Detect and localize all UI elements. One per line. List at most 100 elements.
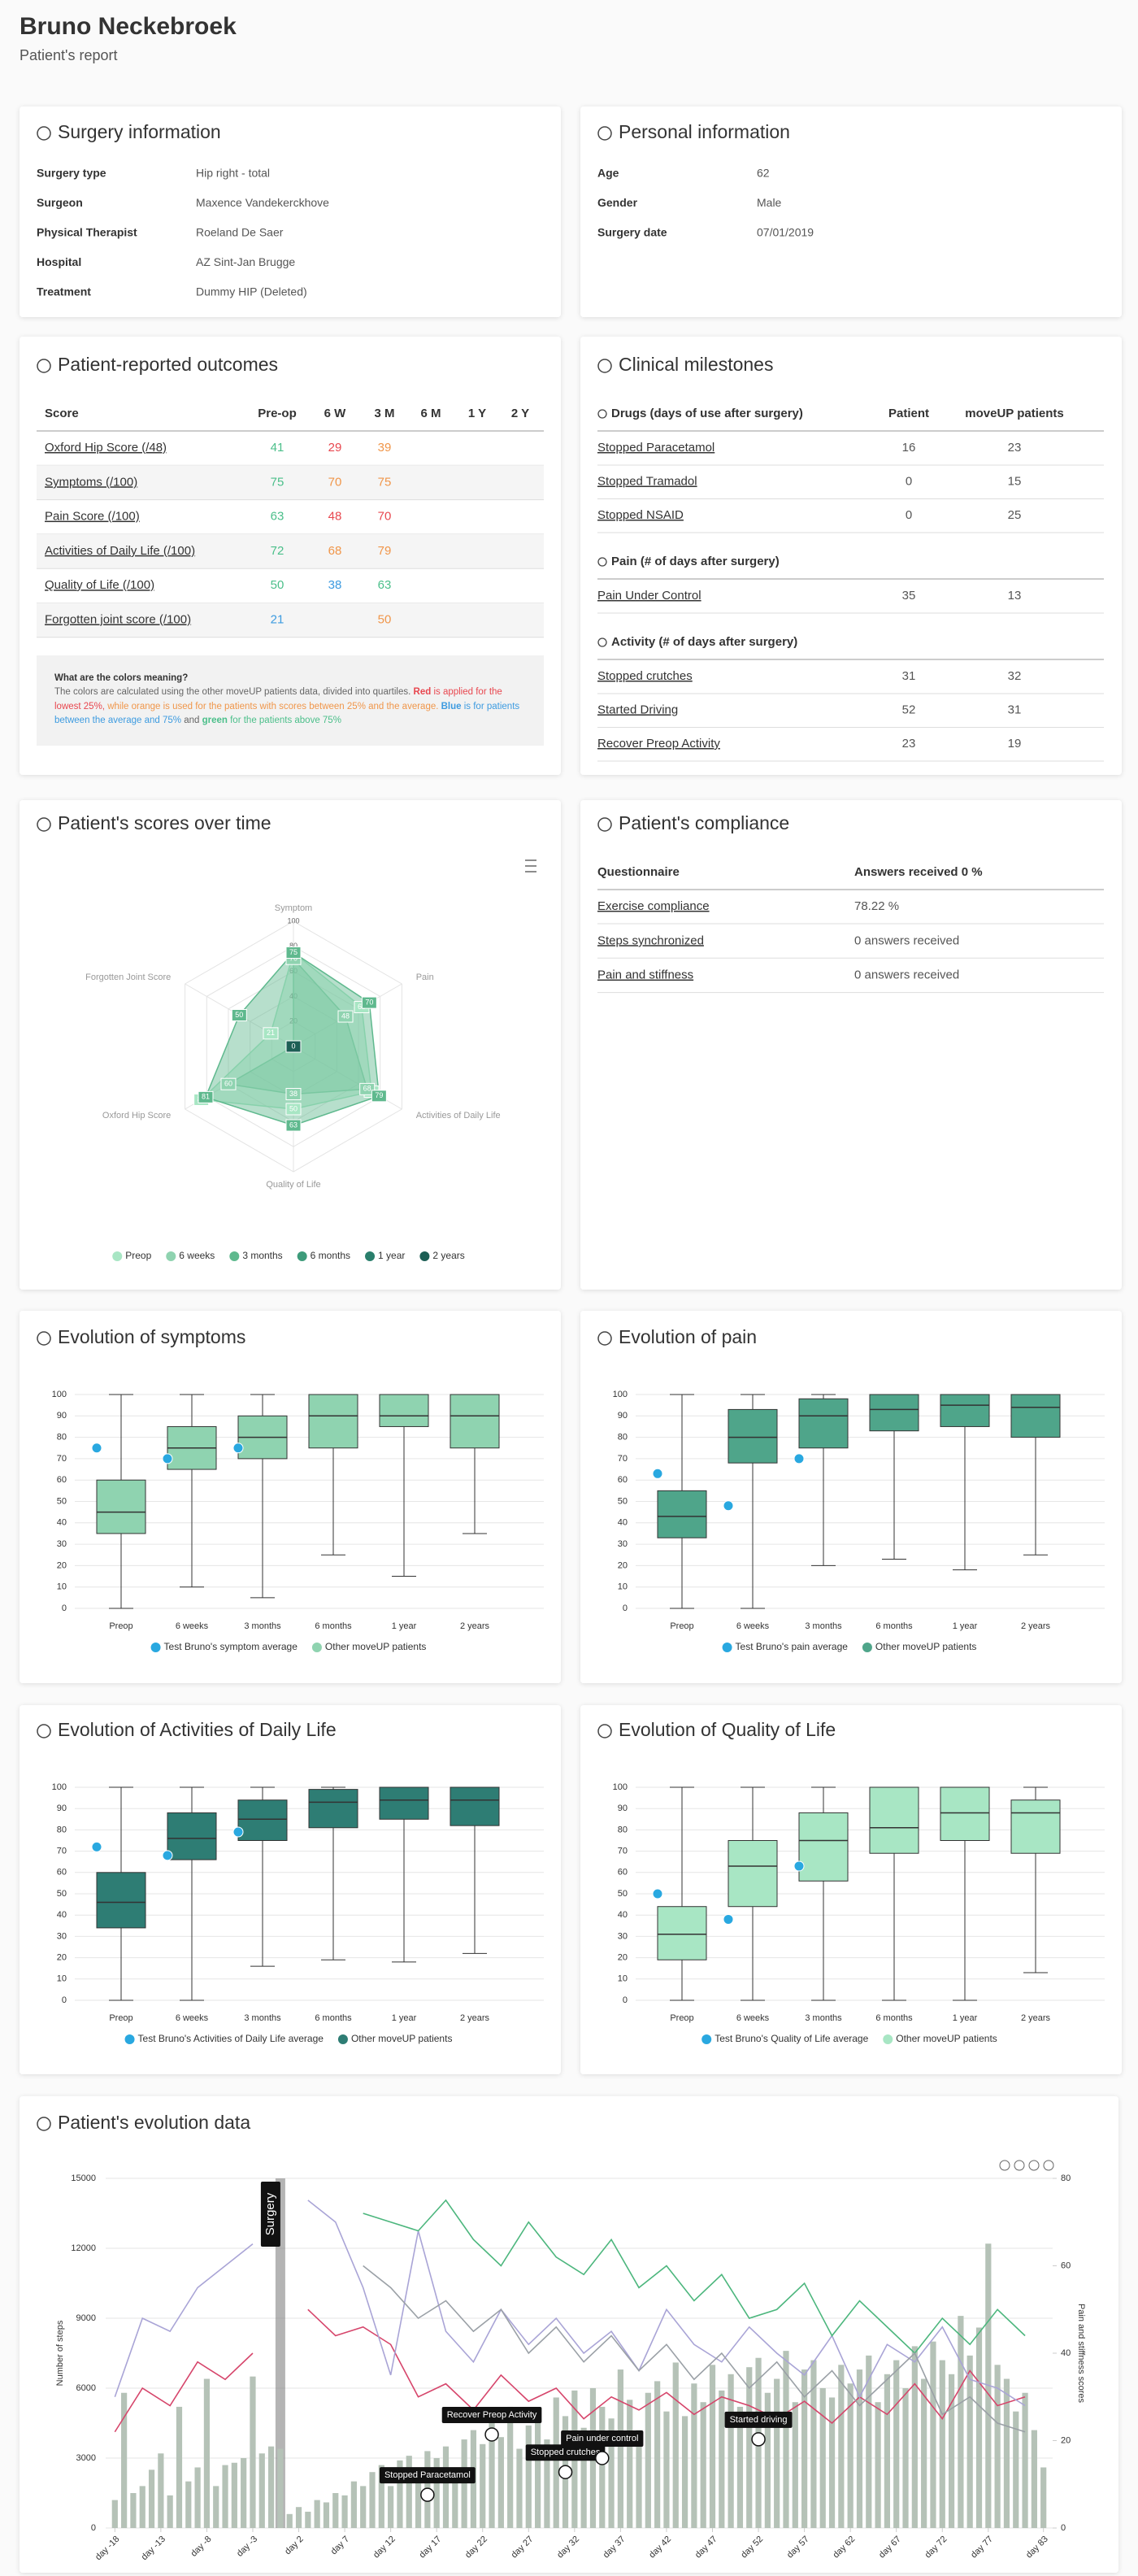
legend-label: 6 months [311,1250,350,1261]
score-value: 70 [378,510,392,524]
card-title: Evolution of Quality of Life [619,1719,836,1740]
box [237,1799,288,1841]
steps-bar [158,2453,164,2528]
milestone-marker [484,2427,499,2442]
milestone-link[interactable]: Stopped Paracetamol [597,441,715,455]
x-tick-label: 1 year [953,1621,978,1631]
legend-label: Other moveUP patients [325,1641,427,1652]
legend-marker [722,1643,732,1652]
steps-bar [350,2481,357,2528]
compliance-link[interactable]: Exercise compliance [597,899,710,913]
info-value: 07/01/2019 [757,226,814,239]
score-value: 75 [271,475,284,489]
compliance-link[interactable]: Pain and stiffness [597,968,693,982]
milestone-label: Stopped Paracetamol [384,2470,471,2480]
score-link[interactable]: Forgotten joint score (/100) [45,612,191,626]
y-tick-label: 90 [57,1804,67,1813]
compliance-link[interactable]: Steps synchronized [597,933,704,947]
card-title: Patient's compliance [619,812,789,833]
column-header: Answers received 0 % [854,865,983,879]
toolbar-icon[interactable] [1043,2160,1054,2171]
toolbar-icon[interactable] [1028,2160,1040,2171]
note-part: for the patients above 75% [227,715,341,725]
patient-average [232,1442,244,1454]
legend-marker [229,1251,240,1261]
steps-bar [958,2316,964,2528]
steps-bar [167,2495,173,2528]
toolbar-icon[interactable] [1014,2160,1025,2171]
score-link[interactable]: Activities of Daily Life (/100) [45,544,195,558]
score-value: 63 [378,578,392,592]
y-tick-label: 60 [57,1475,67,1485]
milestone-label-box [525,2444,606,2461]
x-tick-label: 2 years [1021,1621,1051,1631]
radar-value-label: 50 [235,1011,243,1019]
y-tick-label: 100 [52,1390,67,1399]
column-header: 6 M [420,407,441,420]
steps-bar [783,2351,789,2528]
box [657,1490,707,1538]
section-heading: Pain (# of days after surgery) [611,555,780,568]
title-icon [597,126,612,141]
milestone-link[interactable]: Pain Under Control [597,589,701,603]
legend-marker [419,1251,430,1261]
y-tick-label: 20 [618,1560,628,1570]
card [20,107,561,317]
steps-bar [654,2381,661,2528]
column-header: 3 M [374,407,394,420]
milestone-link[interactable]: Stopped Tramadol [597,474,697,488]
moveup-days: 23 [1008,441,1022,455]
steps-bar [1022,2392,1028,2528]
milestone-link[interactable]: Started Driving [597,703,678,716]
score-link[interactable]: Oxford Hip Score (/48) [45,441,167,455]
title-icon [597,1331,612,1346]
score-link[interactable]: Pain Score (/100) [45,510,140,524]
steps-bar [121,2392,128,2528]
title-icon [37,1331,51,1346]
x-tick-label: 6 weeks [176,1621,209,1631]
patient-average [162,1850,173,1861]
y-tick-label: 6000 [76,2383,96,2393]
steps-bar [286,2513,293,2528]
x-tick-label: 2 years [1021,2013,1051,2023]
legend-label: 1 year [378,1250,405,1261]
milestone-label: Stopped crutches [531,2448,601,2457]
steps-bar [736,2406,744,2528]
milestone-marker [558,2465,573,2479]
milestone-label-box [724,2411,793,2428]
steps-bar [406,2456,412,2528]
steps-bar [433,2458,440,2528]
score-value: 29 [328,441,342,455]
radar-axis-label: Activities of Daily Life [416,1111,501,1120]
note-part: Red [413,687,432,698]
steps-bar [764,2392,771,2528]
y2-tick-label: 40 [1061,2348,1071,2358]
x-tick-label: 3 months [805,2013,842,2023]
milestone-link[interactable]: Stopped NSAID [597,508,684,522]
title-icon [37,126,51,141]
steps-bar [130,2493,137,2528]
title-icon [597,817,612,832]
x-tick-label: 3 months [244,1621,281,1631]
steps-bar [397,2460,403,2528]
row-shade [37,465,544,500]
info-value: Hip right - total [196,167,270,180]
steps-bar [194,2467,201,2528]
y-tick-label: 50 [618,1496,628,1506]
note-part: The colors are calculated using the othe… [54,687,414,698]
toolbar-icon[interactable] [999,2160,1010,2171]
score-value: 70 [328,475,342,489]
score-link[interactable]: Quality of Life (/100) [45,578,154,592]
y-tick-label: 12000 [71,2243,96,2253]
milestone-link[interactable]: Recover Preop Activity [597,737,720,751]
y2-tick-label: 80 [1061,2174,1071,2183]
section-icon [597,409,607,419]
note-part: and [181,715,202,725]
box [450,1786,500,1826]
milestone-link[interactable]: Stopped crutches [597,669,693,683]
score-link[interactable]: Symptoms (/100) [45,475,137,489]
x-tick-label: 3 months [244,2013,281,2023]
box [728,1840,778,1908]
score-value: 79 [378,544,392,558]
